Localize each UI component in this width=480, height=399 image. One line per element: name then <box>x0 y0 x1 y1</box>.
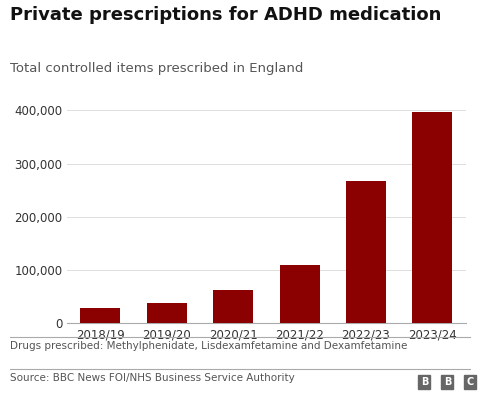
Bar <box>213 290 253 323</box>
Bar <box>147 303 187 323</box>
Bar <box>81 308 120 323</box>
Text: Drugs prescribed: Methylphenidate, Lisdexamfetamine and Dexamfetamine: Drugs prescribed: Methylphenidate, Lisde… <box>10 341 407 351</box>
Bar <box>346 181 386 323</box>
Text: Source: BBC News FOI/NHS Business Service Authority: Source: BBC News FOI/NHS Business Servic… <box>10 373 294 383</box>
Bar <box>412 112 452 323</box>
Text: B: B <box>420 377 428 387</box>
Bar <box>280 265 320 323</box>
Text: Total controlled items prescribed in England: Total controlled items prescribed in Eng… <box>10 62 303 75</box>
Text: Private prescriptions for ADHD medication: Private prescriptions for ADHD medicatio… <box>10 6 441 24</box>
Text: C: C <box>467 377 474 387</box>
Text: B: B <box>444 377 451 387</box>
